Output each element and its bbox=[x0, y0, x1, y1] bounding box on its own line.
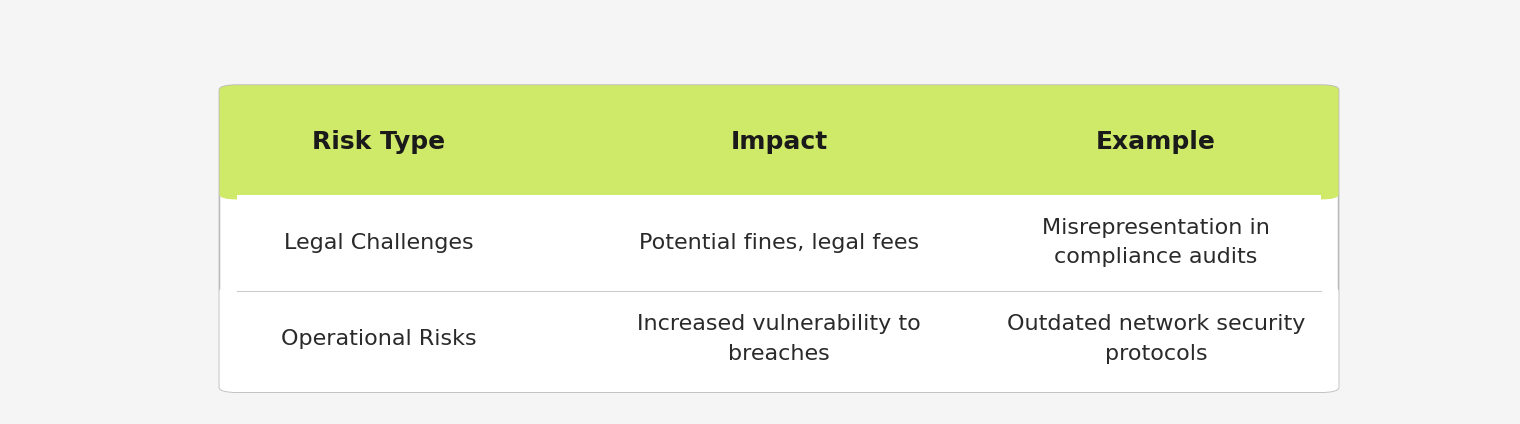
Text: Operational Risks: Operational Risks bbox=[281, 329, 476, 349]
Text: Risk Type: Risk Type bbox=[312, 130, 445, 154]
Bar bbox=[237, 142, 1321, 195]
Text: Example: Example bbox=[1096, 130, 1216, 154]
FancyBboxPatch shape bbox=[219, 85, 1339, 392]
Text: Potential fines, legal fees: Potential fines, legal fees bbox=[638, 233, 920, 253]
Text: Impact: Impact bbox=[731, 130, 827, 154]
FancyBboxPatch shape bbox=[219, 85, 1339, 199]
Text: Outdated network security
protocols: Outdated network security protocols bbox=[1006, 314, 1306, 364]
Text: Increased vulnerability to
breaches: Increased vulnerability to breaches bbox=[637, 314, 921, 364]
FancyBboxPatch shape bbox=[219, 286, 1339, 392]
Bar bbox=[237, 291, 1321, 339]
Text: Legal Challenges: Legal Challenges bbox=[284, 233, 473, 253]
Text: Misrepresentation in
compliance audits: Misrepresentation in compliance audits bbox=[1043, 218, 1269, 268]
Bar bbox=[237, 195, 1321, 291]
